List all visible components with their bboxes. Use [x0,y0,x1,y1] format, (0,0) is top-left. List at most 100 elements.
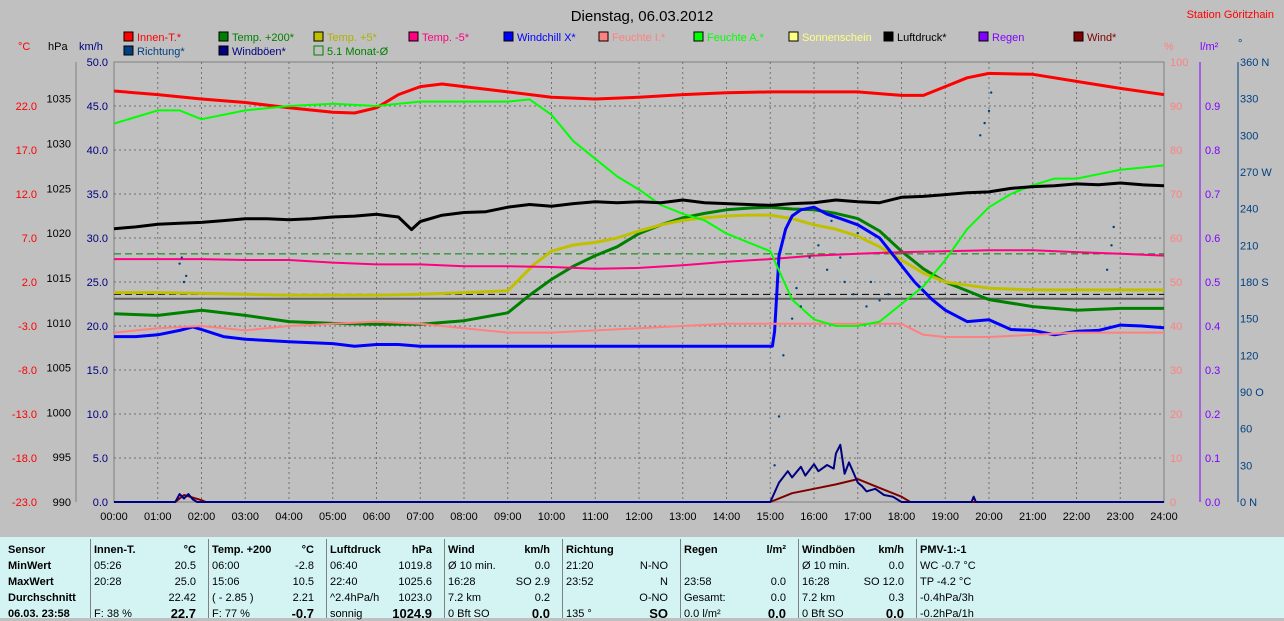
stats-cell-value: 25.0 [174,576,196,588]
series-line [113,181,1165,232]
stats-unit: °C [301,544,314,556]
stats-header: Windböen [802,544,856,556]
stats-cell-label: 06:40 [330,560,358,572]
stats-cell-value: N [660,576,668,588]
legend-label: Innen-T.* [137,32,182,44]
rain-tick-label: 0.0 [1205,497,1220,509]
legend-label: Temp. -5* [422,32,470,44]
degree-tick-label: 30 [1240,460,1252,472]
celsius-tick-label: -13.0 [12,409,37,421]
stats-unit: l/m² [766,544,786,556]
kmh-tick-label: 25.0 [87,277,108,289]
stats-header: Regen [684,544,718,556]
direction-point [817,244,820,247]
stats-header: Richtung [566,544,614,556]
series-line [114,213,1164,297]
stats-cell-label: 23:52 [566,576,594,588]
stats-cell-label: ( - 2.85 ) [212,592,254,604]
x-tick-label: 20:00 [975,511,1003,523]
degree-tick-label: 360 N [1240,57,1269,69]
stats-header: Temp. +200 [212,544,272,556]
stats-cell-label: Gesamt: [684,592,726,604]
unit-celsius: °C [18,41,30,53]
stats-cell-label: F: 38 % [94,608,132,620]
celsius-tick-label: 2.0 [22,277,37,289]
stats-column: Innen-T. °C 05:26 20.5 20:28 25.0 22.42 F: 38 %… [94,537,200,621]
x-tick-label: 01:00 [144,511,172,523]
legend-swatch [883,31,894,42]
direction-point [887,293,890,296]
stats-cell-label: WC -0.7 °C [920,560,976,572]
legend-swatch [788,31,799,42]
stats-cell-value: 1025.6 [398,576,432,588]
x-tick-label: 17:00 [844,511,872,523]
legend-label: Regen [992,32,1024,44]
stats-column: PMV-1:-1 WC -0.7 °C TP -4.2 °C -0.4hPa/3h -0… [920,537,1030,620]
legend-swatch [408,31,419,42]
stats-cell-label: 06:00 [212,560,240,572]
degree-tick-label: 210 [1240,240,1258,252]
direction-point [878,299,881,302]
direction-point [180,256,184,259]
direction-point [839,256,842,259]
kmh-tick-label: 30.0 [87,233,108,245]
legend-swatch [218,31,229,42]
x-tick-label: 11:00 [582,511,609,523]
degree-tick-label: 270 W [1240,167,1272,179]
direction-point [1112,225,1115,229]
hpa-tick-label: 990 [53,497,71,509]
direction-point [182,280,186,284]
kmh-tick-label: 10.0 [87,409,108,421]
direction-point [983,121,986,125]
direction-point [856,231,859,235]
stats-cell-value: 10.5 [292,576,314,588]
x-tick-label: 13:00 [669,511,697,523]
stats-cell-label: 0 Bft SO [448,608,490,620]
kmh-tick-label: 35.0 [87,189,108,201]
series-line [114,249,1165,270]
kmh-tick-label: 20.0 [87,321,108,333]
series-line [113,320,1164,338]
hpa-tick-label: 1015 [47,273,71,285]
percent-tick-label: 30 [1170,365,1182,377]
stats-cell-value: 20.5 [174,560,196,572]
celsius-tick-label: -8.0 [18,365,37,377]
x-tick-label: 18:00 [888,511,916,523]
legend-label: 5.1 Monat-Ø [327,46,389,58]
celsius-tick-label: -3.0 [18,321,37,333]
x-tick-label: 07:00 [406,511,434,523]
x-tick-label: 05:00 [319,511,347,523]
stats-cell-label: 05:26 [94,560,122,572]
hpa-tick-label: 1005 [47,363,71,375]
stats-cell-value: SO 2.9 [515,576,550,588]
series-lines [113,71,1165,503]
direction-point [843,280,846,284]
x-tick-label: 02:00 [188,511,216,523]
legend-label: Temp. +200* [232,32,295,44]
legend-swatch [693,31,704,42]
kmh-tick-label: 15.0 [87,365,108,377]
stats-cell-value: 0.0 [770,576,786,588]
stats-cell-label: 21:20 [566,560,594,572]
stats-cell-label: Ø 10 min. [802,560,850,572]
legend-swatch [218,45,229,56]
percent-tick-label: 50 [1170,277,1182,289]
stats-cell-label: TP -4.2 °C [920,576,972,588]
stats-cell-label: 15:06 [212,576,240,588]
stats-separator [916,539,917,618]
stats-cell-label: 0.0 l/m² [684,608,721,620]
x-tick-label: 14:00 [713,511,741,523]
x-tick-label: 06:00 [363,511,391,523]
direction-point [989,91,993,94]
stats-cell-value: -2.8 [295,560,314,572]
stats-unit: °C [183,544,196,556]
stats-unit: km/h [524,544,550,556]
hpa-tick-label: 1030 [47,139,71,151]
stats-cell-value: 0.3 [888,592,904,604]
percent-tick-label: 90 [1170,101,1182,113]
direction-point [830,219,833,223]
stats-cell-label: F: 77 % [212,608,250,620]
stats-column: Regen l/m² 23:58 0.0 Gesamt: 0.0 0.0 l/m² 0.0 [684,537,790,621]
stats-cell-value: 0.0 [534,560,550,572]
hpa-tick-label: 1025 [47,183,71,195]
